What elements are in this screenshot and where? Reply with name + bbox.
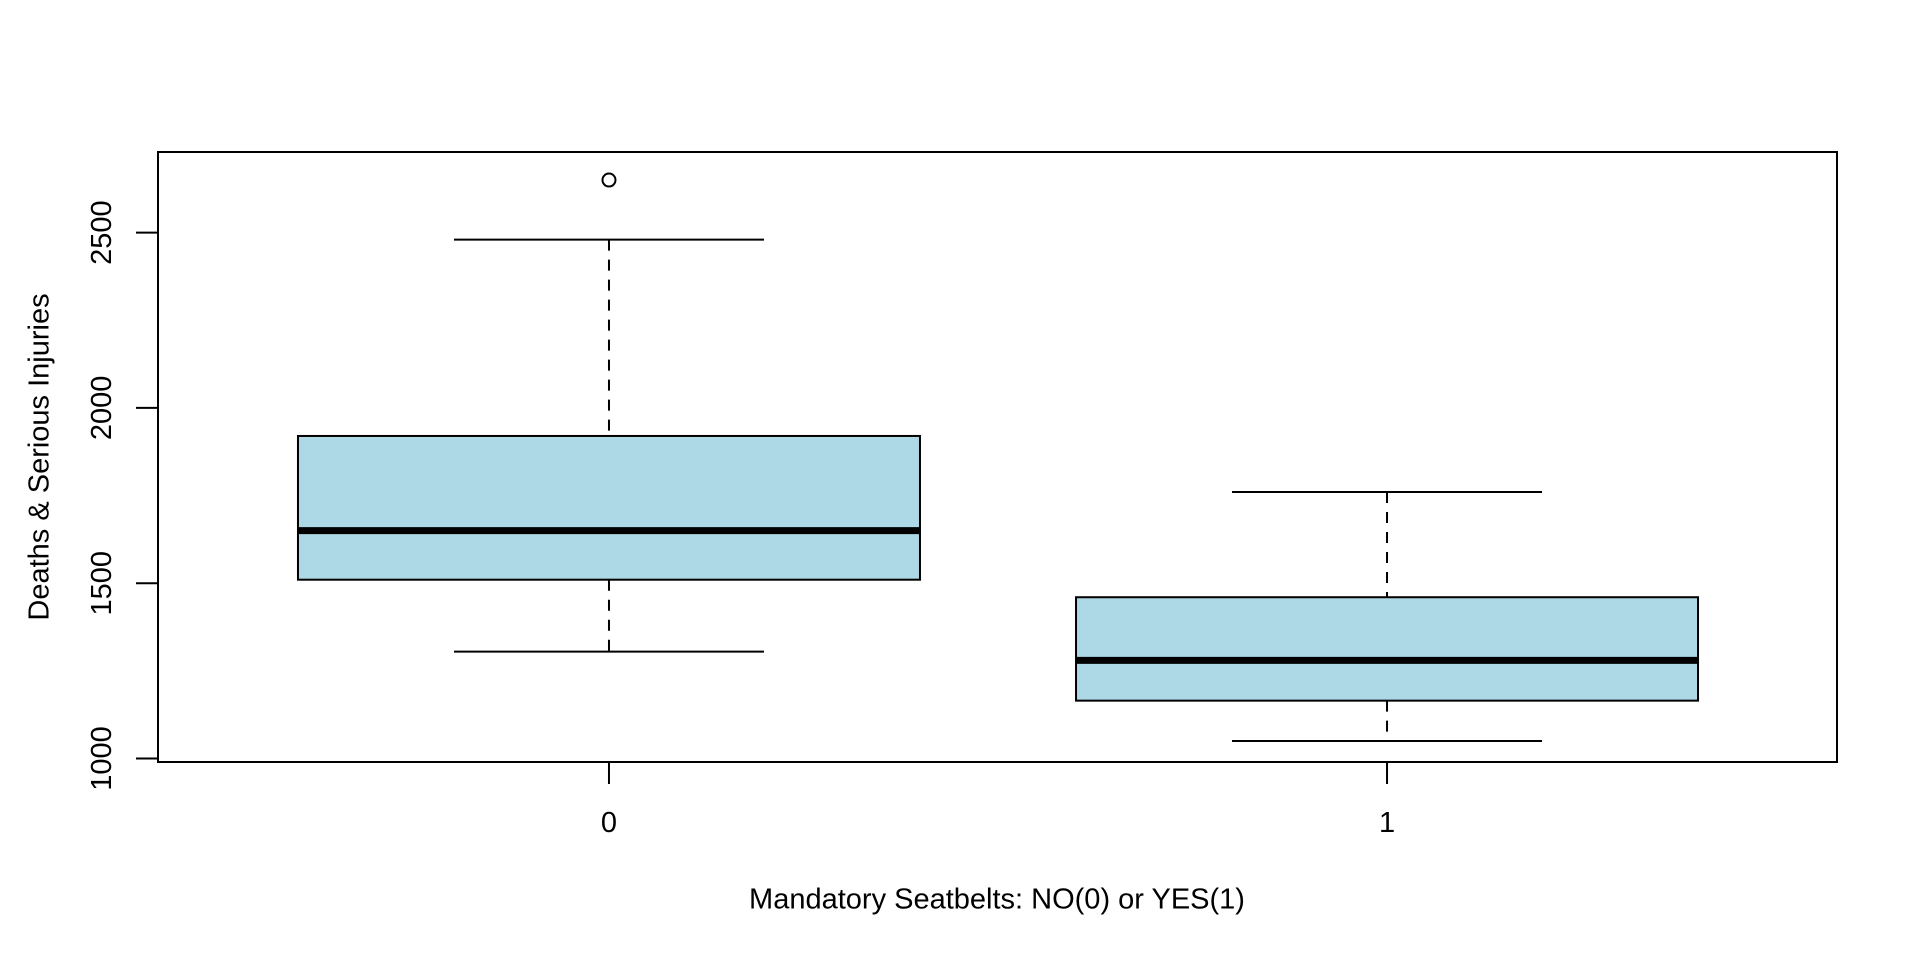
x-tick-label: 0 (601, 807, 617, 839)
x-tick-label: 1 (1379, 807, 1395, 839)
iqr-box-group-1 (1075, 596, 1700, 702)
y-tick-label: 1000 (86, 726, 118, 791)
y-axis-label: Deaths & Serious Injuries (23, 293, 56, 621)
y-tick-label: 2000 (86, 376, 118, 441)
plot-frame (157, 151, 1838, 763)
x-axis-label: Mandatory Seatbelts: NO(0) or YES(1) (749, 883, 1245, 916)
y-tick-label: 2500 (86, 200, 118, 265)
outlier-point-group-0 (601, 172, 617, 188)
y-tick-label: 1500 (86, 551, 118, 616)
iqr-box-group-0 (296, 434, 921, 581)
